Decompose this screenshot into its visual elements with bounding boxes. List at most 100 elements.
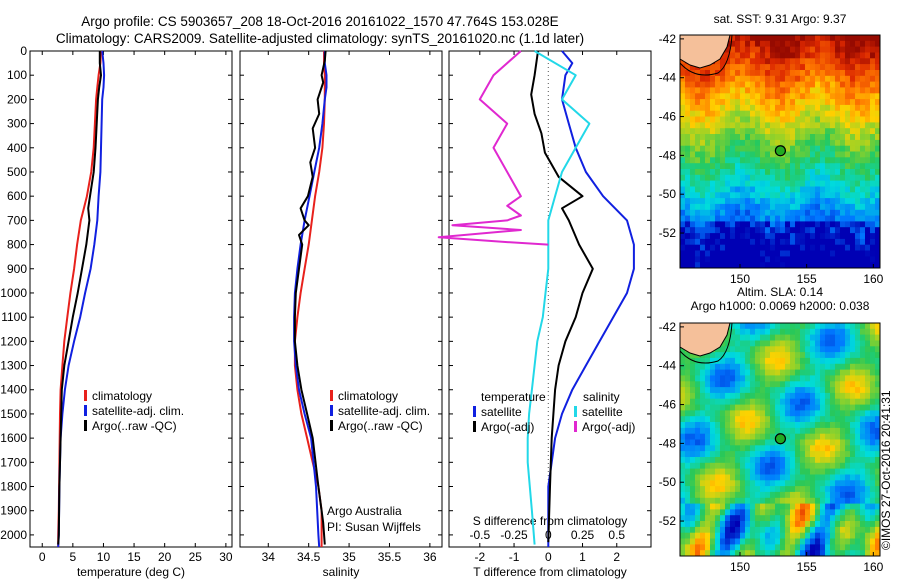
annotation-text: PI: Susan Wijffels xyxy=(327,520,421,534)
y-tick-label: -46 xyxy=(659,110,677,124)
y-tick-label: -42 xyxy=(659,32,677,46)
x2-tick-label: -0.5 xyxy=(469,528,490,542)
legend-swatch xyxy=(574,421,577,432)
isobath-contour xyxy=(679,34,733,76)
y-tick-label: -44 xyxy=(659,71,677,85)
figure-title-line1: Argo profile: CS 5903657_208 18-Oct-2016… xyxy=(81,14,559,29)
x-tick-label: 25 xyxy=(189,550,203,564)
x-tick-label: 30 xyxy=(219,550,233,564)
x-tick-label: -1 xyxy=(509,550,520,564)
profile-panel-3: -2 -1 0 1 2T difference from climatology -0.5… xyxy=(437,50,652,579)
x-tick-label: 150 xyxy=(730,560,750,574)
x-tick-label: 155 xyxy=(797,560,817,574)
series-line-salinity-satellite xyxy=(526,50,591,545)
y-tick-label: -42 xyxy=(659,320,677,334)
y-tick-label: -48 xyxy=(659,436,677,450)
y-tick-label: -44 xyxy=(659,359,677,373)
x-tick-label: 155 xyxy=(797,272,817,286)
series-line-argo-raw-qc- xyxy=(57,51,102,545)
y-tick-label: 1300 xyxy=(0,359,27,373)
x2-tick-label: -0.25 xyxy=(500,528,528,542)
legend-label: Argo(..raw -QC) xyxy=(338,419,423,433)
legend-label: Argo(-adj) xyxy=(481,420,534,434)
map-frame xyxy=(679,322,881,557)
legend-header: temperature xyxy=(481,390,546,404)
legend-label: climatology xyxy=(338,389,398,403)
y-tick-label: -52 xyxy=(659,514,677,528)
x-tick-label: 1 xyxy=(579,550,586,564)
series-line-satellite-adj-clim- xyxy=(293,51,328,548)
series-line-satellite xyxy=(547,50,635,547)
y-tick-label: 600 xyxy=(7,189,27,203)
y-tick-label: 900 xyxy=(7,262,27,276)
map-panel-2: -42 -44 -46 -48 -50 -52 150 155 160 Altim. SLA: 0… xyxy=(659,285,884,574)
legend-label: satellite-adj. clim. xyxy=(338,404,430,418)
legend-swatch xyxy=(84,405,87,416)
argo-float-marker xyxy=(774,433,787,445)
y-tick-label: -46 xyxy=(659,398,677,412)
profile-panel-1: 0100200300400500600700800900100011001200… xyxy=(0,44,233,579)
y-tick-label: 100 xyxy=(7,68,27,82)
argo-float-marker xyxy=(774,145,787,157)
legend-swatch xyxy=(574,406,577,417)
land-polygon xyxy=(679,322,731,357)
x-tick-label: 35 xyxy=(342,550,356,564)
x-tick-label: 0 xyxy=(39,550,46,564)
x-tick-label: 150 xyxy=(730,272,750,286)
x-tick-label: 34 xyxy=(262,550,276,564)
legend-label: satellite xyxy=(582,405,623,419)
x-axis-label: salinity xyxy=(323,565,360,579)
x-tick-label: 34.5 xyxy=(297,550,321,564)
legend-label: satellite xyxy=(481,405,522,419)
legend-swatch xyxy=(473,406,476,417)
y-tick-label: 0 xyxy=(20,44,27,58)
legend-swatch xyxy=(84,390,87,401)
isobath-contour xyxy=(679,322,733,364)
x2-axis-label: S difference from climatology xyxy=(473,514,628,528)
legend-label: satellite-adj. clim. xyxy=(92,404,184,418)
x-tick-label: 160 xyxy=(863,272,883,286)
map-field xyxy=(680,323,881,557)
y-tick-label: 1200 xyxy=(0,334,27,348)
y-tick-label: 300 xyxy=(7,117,27,131)
figure-title-line2: Climatology: CARS2009. Satellite-adjuste… xyxy=(55,31,585,46)
map-frame xyxy=(679,34,881,269)
x-tick-label: 15 xyxy=(127,550,141,564)
legend-swatch xyxy=(330,405,333,416)
legend-swatch xyxy=(84,420,87,431)
annotation-text: Argo Australia xyxy=(327,504,402,518)
legend-label: climatology xyxy=(92,389,152,403)
x-tick-label: 36 xyxy=(423,550,437,564)
legend-header: salinity xyxy=(583,390,620,404)
series-line-salinity-argo-adj- xyxy=(437,50,549,246)
legend-swatch xyxy=(473,421,476,432)
x-tick-label: 5 xyxy=(70,550,77,564)
x-tick-label: 10 xyxy=(97,550,111,564)
y-tick-label: 200 xyxy=(7,92,27,106)
y-tick-label: 1000 xyxy=(0,286,27,300)
y-tick-label: 400 xyxy=(7,141,27,155)
map-panel-1: -42 -44 -46 -48 -50 -52 150 155 160 sat. SST: 9.3… xyxy=(659,12,884,286)
y-tick-label: 800 xyxy=(7,238,27,252)
y-tick-label: 2000 xyxy=(0,528,27,542)
x-tick-label: 2 xyxy=(613,550,620,564)
x-tick-label: 160 xyxy=(863,560,883,574)
map-title-line1: Altim. SLA: 0.14 xyxy=(737,285,823,299)
map-title: sat. SST: 9.31 Argo: 9.37 xyxy=(714,12,847,26)
y-tick-label: 1100 xyxy=(1,310,27,324)
land-polygon xyxy=(679,34,731,69)
y-tick-label: 1500 xyxy=(0,407,27,421)
x-tick-label: 0 xyxy=(545,550,552,564)
map-title-line2: Argo h1000: 0.0069 h2000: 0.038 xyxy=(691,299,870,313)
profile-axes: 0100200300400500600700800900100011001200… xyxy=(0,44,652,579)
y-tick-label: 700 xyxy=(7,213,27,227)
x-axis-label: temperature (deg C) xyxy=(77,565,185,579)
x-axis-label: T difference from climatology xyxy=(473,565,627,579)
x-tick-label: -2 xyxy=(474,550,485,564)
y-tick-label: 1600 xyxy=(0,431,27,445)
series-line-argo-raw-qc- xyxy=(293,50,327,545)
legend-swatch xyxy=(330,420,333,431)
y-tick-label: 500 xyxy=(7,165,27,179)
y-tick-label: 1900 xyxy=(0,504,27,518)
